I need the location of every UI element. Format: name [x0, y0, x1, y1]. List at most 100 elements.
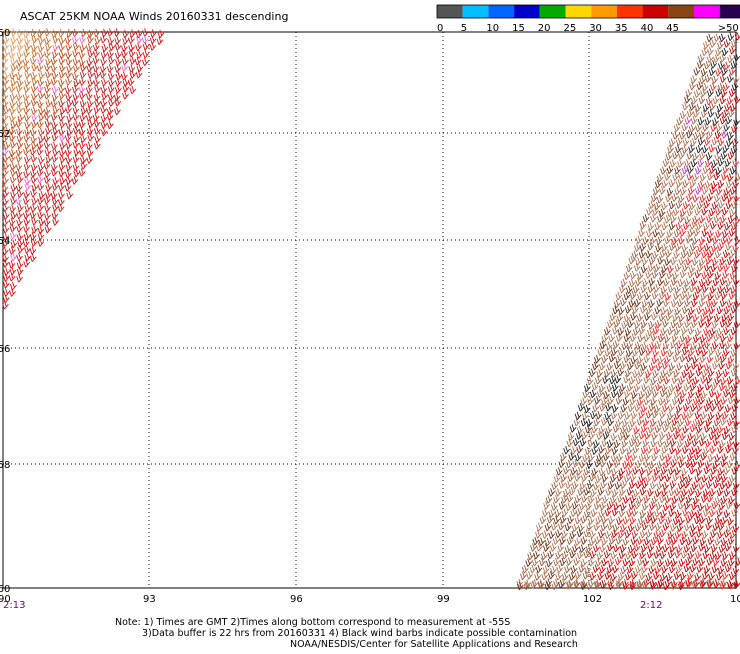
wind-barb [673, 229, 681, 238]
wind-barb [688, 306, 696, 315]
map-frame [2, 31, 737, 589]
wind-barb [628, 299, 636, 308]
wind-barb [678, 558, 686, 567]
wind-barb [37, 90, 45, 100]
wind-barb [548, 530, 556, 540]
wind-barb [611, 508, 619, 517]
wind-barb [674, 263, 682, 272]
wind-barb [613, 439, 621, 449]
wind-barb [689, 528, 696, 538]
wind-barb [65, 50, 73, 60]
wind-barb [648, 403, 656, 412]
wind-barb [717, 530, 724, 539]
wind-barb [728, 495, 735, 505]
wind-barb [721, 193, 728, 202]
wind-barb [86, 99, 94, 108]
wind-barb [690, 361, 698, 370]
wind-barb [553, 557, 560, 567]
wind-barb [646, 207, 653, 216]
wind-barb [586, 418, 593, 428]
wind-barb [604, 411, 612, 421]
wind-barb [71, 28, 79, 38]
wind-barb [86, 155, 94, 164]
wind-barb [543, 543, 550, 552]
wind-barb [558, 501, 566, 510]
wind-barb [641, 502, 649, 511]
wind-barb [688, 264, 696, 274]
wind-barb [685, 130, 693, 139]
wind-barb [623, 374, 630, 384]
wind-barb [657, 397, 665, 406]
wind-barb [670, 536, 678, 545]
wind-barb [699, 194, 707, 203]
note-line-3: NOAA/NESDIS/Center for Satellite Applica… [290, 639, 578, 650]
wind-barb [687, 432, 695, 441]
wind-barb [672, 354, 680, 363]
wind-barb [674, 306, 682, 316]
wind-barb [688, 283, 696, 293]
wind-barb [702, 550, 710, 560]
wind-barb [684, 417, 692, 427]
wind-barb [706, 577, 714, 587]
wind-barb [706, 172, 714, 181]
wind-barb [720, 495, 728, 505]
wind-barb [689, 509, 696, 519]
wind-barb [654, 179, 662, 189]
wind-barb [716, 487, 724, 497]
wind-barb [636, 536, 644, 545]
wind-barb [685, 537, 693, 546]
wind-barb [560, 473, 568, 482]
colorbar-swatch [462, 5, 489, 18]
wind-barb [643, 333, 651, 342]
wind-barb [16, 260, 24, 269]
wind-barb [643, 396, 651, 406]
wind-barb [710, 60, 717, 69]
wind-barb [611, 404, 619, 413]
wind-barb [589, 571, 597, 581]
wind-barb [702, 123, 709, 132]
wind-barb [58, 56, 66, 65]
wind-barb [689, 221, 697, 230]
wind-barb [114, 85, 122, 94]
wind-barb [127, 77, 135, 87]
wind-barb [640, 543, 648, 553]
wind-barb [659, 249, 667, 259]
wind-barb [73, 120, 81, 129]
wind-barb [621, 341, 629, 351]
wind-barb [702, 103, 710, 113]
wind-barb [142, 28, 149, 37]
wind-barb [15, 183, 23, 192]
wind-barb [681, 123, 689, 132]
wind-barb [571, 501, 579, 510]
wind-barb [685, 557, 692, 566]
wind-barb [542, 565, 550, 574]
wind-barb [606, 439, 614, 449]
wind-barb [726, 299, 734, 308]
wind-barb [679, 536, 687, 546]
wind-barb [551, 502, 558, 511]
wind-barb [617, 529, 625, 539]
wind-barb [573, 417, 581, 427]
wind-barb [142, 41, 150, 51]
wind-barb [59, 106, 67, 115]
wind-barb [72, 63, 80, 73]
wind-barb [712, 460, 720, 470]
wind-barb [725, 382, 733, 392]
wind-barb [604, 571, 612, 580]
wind-barb [715, 411, 723, 420]
wind-barb [558, 459, 566, 468]
wind-barb [668, 508, 676, 517]
wind-barb [715, 474, 723, 483]
wind-barb [668, 138, 676, 147]
wind-barb [682, 445, 689, 454]
wind-barb [687, 186, 695, 195]
wind-barb [698, 438, 706, 447]
wind-barb [727, 395, 735, 405]
wind-barb [537, 579, 545, 588]
wind-barb [718, 61, 725, 70]
wind-barb [698, 257, 706, 267]
colorbar-label: 45 [666, 23, 679, 34]
wind-barb [610, 572, 618, 582]
wind-barb [648, 362, 656, 372]
wind-barb [607, 396, 615, 405]
